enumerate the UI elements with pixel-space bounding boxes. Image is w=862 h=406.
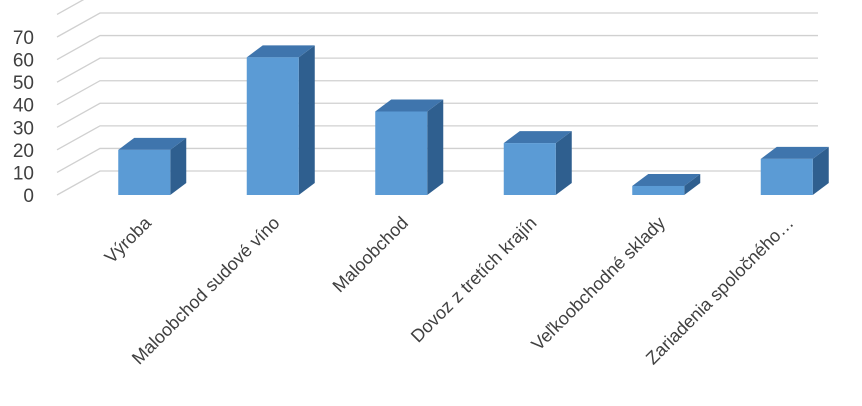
bar-top — [503, 131, 572, 144]
bar-side — [170, 137, 187, 195]
y-tick-label: 20 — [13, 141, 34, 162]
bar-top — [118, 137, 187, 150]
y-tick-label: 10 — [13, 163, 34, 184]
x-tick-label: Dovoz z tretích krajín — [407, 213, 541, 347]
bar-front — [375, 111, 428, 195]
bar-side — [427, 99, 444, 195]
bar-side — [684, 173, 701, 195]
bar — [375, 99, 444, 195]
bar-front — [503, 143, 556, 195]
bar-side — [555, 131, 572, 195]
x-tick-label: Výroba — [101, 212, 156, 267]
y-tick-label: 60 — [13, 51, 34, 72]
gridline — [56, 12, 818, 38]
chart-gridlines — [56, 0, 818, 196]
bar-front — [246, 57, 299, 195]
gridline — [56, 0, 85, 15]
bar-side — [298, 45, 315, 195]
gridline — [56, 102, 818, 128]
bar-top — [375, 99, 444, 112]
bar-top — [760, 146, 829, 159]
x-tick-label: Maloobchod — [329, 213, 412, 296]
gridline — [56, 34, 818, 61]
gridline — [56, 170, 818, 196]
x-tick-label: Zariadenia spoločného… — [642, 213, 798, 369]
y-tick-label: 30 — [13, 118, 34, 139]
x-tick-label: Veľkoobchodné sklady — [527, 213, 669, 355]
gridline — [56, 147, 818, 173]
bar-side — [812, 146, 829, 195]
y-tick-label: 0 — [23, 186, 34, 207]
bar-front — [632, 185, 685, 195]
bar — [246, 45, 315, 195]
chart-bars — [118, 45, 829, 195]
bar-front — [760, 158, 813, 195]
gridline — [56, 125, 818, 151]
bar — [503, 131, 572, 195]
x-tick-label: Maloobchod sudové víno — [128, 213, 284, 369]
y-tick-label: 40 — [13, 96, 34, 117]
bar — [632, 173, 701, 195]
gridline — [56, 80, 818, 106]
bar — [760, 146, 829, 195]
bar-top — [246, 45, 315, 58]
gridline — [56, 57, 818, 83]
y-tick-label: 50 — [13, 73, 34, 94]
bar — [118, 137, 187, 195]
bar-front — [118, 149, 171, 195]
y-tick-label: 70 — [13, 28, 34, 49]
bar-top — [632, 173, 701, 186]
